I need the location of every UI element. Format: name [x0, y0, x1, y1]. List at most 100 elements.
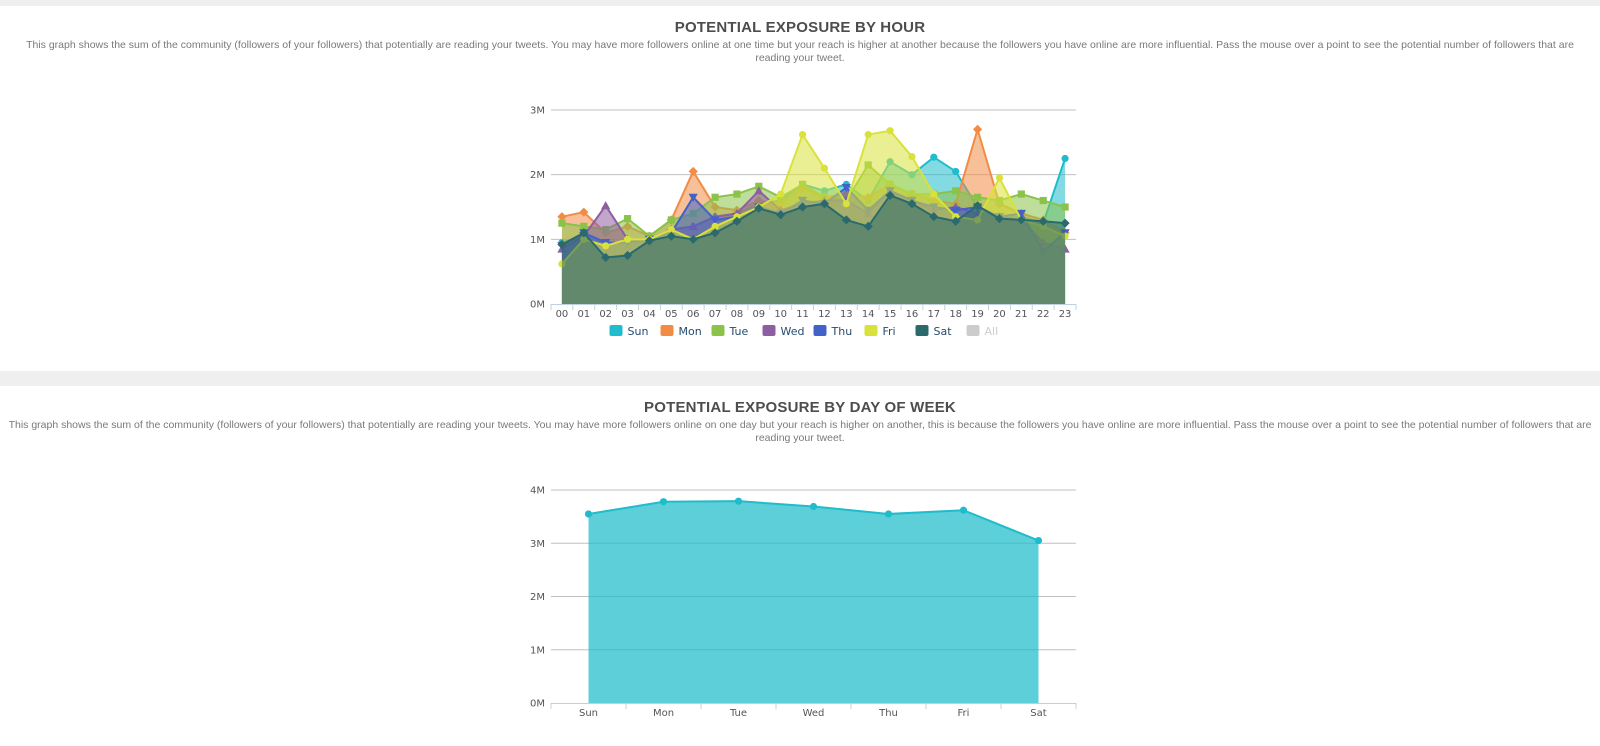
x-tick-label: Wed	[803, 708, 825, 719]
data-point[interactable]	[929, 212, 939, 222]
data-point[interactable]	[907, 199, 917, 209]
day-chart-description: This graph shows the sum of the communit…	[8, 419, 1592, 444]
legend-item-sat[interactable]: Sat	[915, 325, 953, 338]
data-point[interactable]	[797, 202, 808, 212]
data-point[interactable]	[732, 216, 742, 226]
x-tick-label: Tue	[729, 708, 747, 719]
data-point[interactable]	[711, 193, 719, 201]
data-point[interactable]	[1061, 203, 1069, 211]
data-point[interactable]	[754, 203, 764, 213]
data-point[interactable]	[711, 222, 719, 230]
x-tick-label: 10	[774, 309, 787, 320]
data-point[interactable]	[659, 498, 668, 506]
data-point[interactable]	[644, 236, 655, 246]
data-point[interactable]	[1034, 536, 1043, 545]
data-point[interactable]	[884, 510, 893, 518]
series-exposure[interactable]	[584, 497, 1043, 703]
data-point[interactable]	[688, 166, 698, 177]
data-point[interactable]	[972, 201, 983, 211]
data-point[interactable]	[710, 216, 720, 225]
data-point[interactable]	[1039, 196, 1047, 205]
data-point[interactable]	[952, 187, 960, 195]
data-point[interactable]	[951, 206, 961, 215]
data-point[interactable]	[1060, 218, 1070, 228]
legend-item-wed[interactable]: Wed	[762, 325, 805, 338]
data-point[interactable]	[842, 200, 850, 208]
y-tick-label: 1M	[530, 645, 545, 656]
legend-item-sun[interactable]: Sun	[609, 325, 649, 338]
data-point[interactable]	[1038, 216, 1048, 226]
data-point[interactable]	[930, 190, 938, 198]
data-point[interactable]	[601, 201, 611, 210]
data-point[interactable]	[886, 127, 894, 135]
data-point[interactable]	[584, 510, 593, 518]
data-point[interactable]	[1016, 215, 1026, 225]
legend-swatch	[711, 325, 725, 336]
data-point[interactable]	[688, 234, 698, 244]
data-point[interactable]	[579, 228, 589, 238]
data-point[interactable]	[734, 497, 743, 505]
day-chart[interactable]: 0M 1M 2M 3M 4M Sun Mon Tue Wed Thu Fri Sat	[0, 386, 1600, 746]
series-line	[561, 194, 1066, 259]
legend-item-all[interactable]: All	[966, 325, 999, 338]
data-point[interactable]	[973, 193, 982, 201]
data-point[interactable]	[623, 215, 632, 223]
data-point[interactable]	[579, 207, 589, 217]
data-point[interactable]	[710, 228, 720, 238]
data-point[interactable]	[622, 250, 633, 261]
data-point[interactable]	[1016, 209, 1026, 219]
data-point[interactable]	[819, 199, 830, 209]
x-tick-label: Thu	[878, 708, 898, 719]
legend-swatch	[609, 325, 623, 336]
data-point[interactable]	[601, 252, 611, 263]
data-point[interactable]	[602, 242, 610, 250]
x-tick-label: 04	[643, 309, 656, 320]
data-point[interactable]	[557, 239, 567, 250]
y-tick-label: 3M	[530, 539, 545, 550]
data-point[interactable]	[864, 130, 872, 139]
data-point[interactable]	[841, 215, 851, 225]
data-point[interactable]	[994, 214, 1005, 224]
legend-item-thu[interactable]: Thu	[813, 325, 853, 338]
series-sat[interactable]	[557, 190, 1070, 304]
data-point[interactable]	[820, 164, 829, 172]
legend-item-tue[interactable]: Tue	[711, 325, 749, 338]
data-point[interactable]	[930, 153, 938, 161]
data-point[interactable]	[1061, 154, 1069, 163]
hour-chart-panel: POTENTIAL EXPOSURE BY HOUR This graph sh…	[0, 6, 1600, 371]
data-point[interactable]	[798, 130, 807, 139]
legend-item-fri[interactable]: Fri	[864, 325, 896, 338]
data-point[interactable]	[558, 219, 566, 227]
data-point[interactable]	[777, 190, 785, 198]
data-point[interactable]	[688, 193, 698, 202]
data-point[interactable]	[972, 124, 983, 134]
legend-label: All	[985, 325, 999, 338]
data-point[interactable]	[952, 167, 960, 176]
data-point[interactable]	[667, 226, 675, 234]
data-point[interactable]	[885, 190, 895, 200]
x-tick-label: 23	[1059, 309, 1072, 320]
data-point[interactable]	[908, 152, 916, 161]
data-point[interactable]	[557, 212, 567, 222]
data-point[interactable]	[1017, 190, 1025, 198]
legend-item-mon[interactable]: Mon	[660, 325, 702, 338]
data-point[interactable]	[809, 502, 818, 511]
data-point[interactable]	[959, 506, 968, 514]
data-point[interactable]	[666, 231, 676, 241]
x-tick-label: 13	[840, 309, 853, 320]
data-point[interactable]	[733, 190, 741, 198]
legend-swatch	[660, 325, 674, 336]
hour-chart-title: POTENTIAL EXPOSURE BY HOUR	[674, 19, 926, 36]
data-point[interactable]	[776, 210, 786, 220]
hour-chart[interactable]: 0M 1M 2M 3M 00 01 02 03 04 05 06 07 08 09 10 11 12 13 14 15…	[0, 6, 1600, 371]
data-point[interactable]	[580, 222, 588, 230]
data-point[interactable]	[754, 186, 764, 195]
data-point[interactable]	[623, 235, 632, 243]
data-point[interactable]	[951, 216, 961, 226]
x-tick-label: Mon	[653, 708, 674, 719]
data-point[interactable]	[995, 174, 1004, 182]
data-point[interactable]	[841, 184, 851, 193]
x-tick-label: 02	[599, 309, 612, 320]
data-point[interactable]	[863, 221, 873, 231]
data-point[interactable]	[667, 216, 675, 224]
